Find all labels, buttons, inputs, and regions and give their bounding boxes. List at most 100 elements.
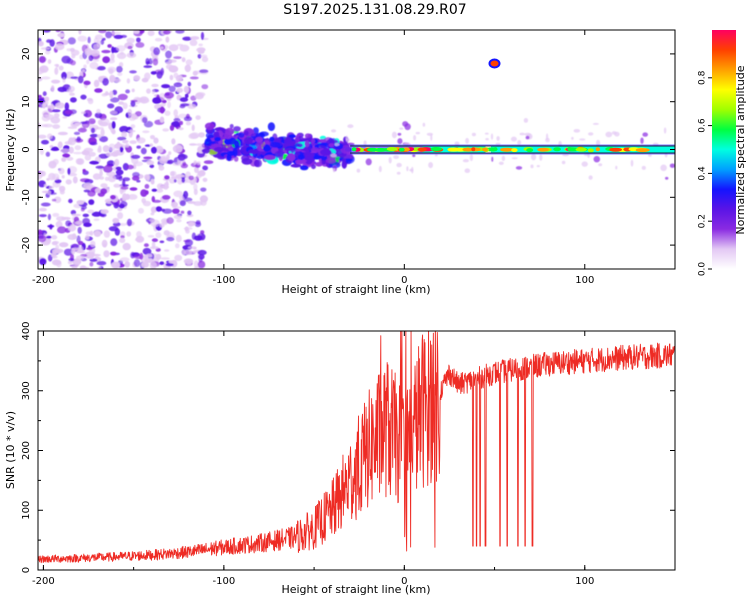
noise-blob xyxy=(89,262,93,267)
noise-blob xyxy=(119,238,125,243)
noise-blob xyxy=(134,259,141,267)
faint-dot xyxy=(357,169,361,173)
noise-blob xyxy=(131,101,136,107)
noise-blob xyxy=(44,97,49,102)
noise-blob xyxy=(71,54,75,58)
noise-blob xyxy=(185,65,191,73)
noise-blob xyxy=(62,116,67,118)
y-tick-label: 0 xyxy=(21,567,32,573)
noise-blob xyxy=(78,246,84,252)
noise-blob xyxy=(110,117,118,120)
noise-blob xyxy=(198,261,206,269)
noise-blob xyxy=(160,241,165,244)
y-tick-label: 100 xyxy=(21,501,32,520)
cluster-blob xyxy=(311,139,315,144)
faint-dot xyxy=(640,138,643,144)
cluster-blob xyxy=(268,122,275,131)
noise-blob xyxy=(78,76,84,84)
noise-blob xyxy=(173,191,183,198)
colorbar-tick-label: 0.8 xyxy=(698,70,708,85)
noise-blob xyxy=(181,211,185,214)
cluster-blob xyxy=(320,143,328,146)
faint-dot xyxy=(428,162,433,168)
y-tick-label: 10 xyxy=(21,95,32,108)
noise-blob xyxy=(88,118,95,124)
noise-blob xyxy=(121,186,129,190)
cluster-blob xyxy=(248,149,259,154)
noise-blob xyxy=(109,144,116,151)
carrier-segment xyxy=(511,148,517,152)
faint-dot xyxy=(485,138,489,140)
noise-blob xyxy=(165,263,173,266)
noise-blob xyxy=(132,89,135,93)
faint-dot xyxy=(346,136,348,141)
cluster-blob xyxy=(311,165,316,170)
noise-blob xyxy=(111,46,114,53)
noise-blob xyxy=(90,241,95,248)
cluster-blob xyxy=(233,126,241,132)
noise-blob xyxy=(145,190,149,195)
noise-blob xyxy=(94,218,100,221)
faint-dot xyxy=(574,129,581,133)
noise-blob xyxy=(182,250,186,256)
noise-blob xyxy=(99,122,109,127)
noise-blob xyxy=(103,165,113,172)
noise-blob xyxy=(136,38,141,43)
noise-blob xyxy=(153,47,160,55)
noise-blob xyxy=(51,85,55,92)
faint-dot xyxy=(537,165,540,167)
noise-blob xyxy=(173,145,183,153)
noise-blob xyxy=(57,33,65,37)
noise-blob xyxy=(175,243,180,248)
noise-blob xyxy=(176,235,182,243)
noise-blob xyxy=(87,210,94,214)
noise-blob xyxy=(126,231,131,236)
noise-blob xyxy=(130,140,137,144)
cluster-blob xyxy=(244,131,249,136)
cluster-blob xyxy=(238,132,244,137)
snr-panel: -200 -100 0 1000100200300400 Height of stra… xyxy=(4,319,675,596)
noise-blob xyxy=(196,48,205,52)
noise-blob xyxy=(169,86,176,92)
noise-blob xyxy=(147,160,155,165)
noise-blob xyxy=(130,187,138,190)
noise-blob xyxy=(94,88,102,93)
noise-blob xyxy=(174,73,179,79)
noise-blob xyxy=(82,69,86,72)
faint-dot xyxy=(545,138,550,143)
noise-blob xyxy=(93,59,100,61)
cluster-blob xyxy=(275,151,284,157)
cluster-blob xyxy=(241,155,249,162)
noise-blob xyxy=(174,255,182,261)
noise-blob xyxy=(51,235,57,239)
noise-blob xyxy=(40,124,48,127)
noise-blob xyxy=(65,220,71,227)
noise-blob xyxy=(60,149,70,153)
noise-blob xyxy=(62,175,65,178)
noise-blob xyxy=(70,76,78,79)
noise-blob xyxy=(144,243,149,247)
noise-blob xyxy=(105,31,112,38)
noise-blob xyxy=(110,195,116,200)
faint-dot xyxy=(398,133,402,136)
noise-blob xyxy=(101,209,109,214)
noise-blob xyxy=(58,132,68,136)
noise-blob xyxy=(113,160,118,166)
noise-blob xyxy=(178,153,186,161)
figure: S197.2025.131.08.29.R07 -200 -100 0 100-20-… xyxy=(0,0,750,600)
faint-dot xyxy=(379,166,382,172)
noise-blob xyxy=(51,80,60,84)
noise-blob xyxy=(164,230,170,235)
noise-blob xyxy=(97,66,106,70)
noise-blob xyxy=(42,115,50,122)
cluster-blob xyxy=(289,134,296,138)
noise-blob xyxy=(127,219,132,227)
noise-blob xyxy=(70,60,76,65)
noise-blob xyxy=(53,159,59,165)
noise-blob xyxy=(189,143,197,146)
noise-blob xyxy=(78,36,88,42)
faint-dot xyxy=(605,132,612,138)
noise-blob xyxy=(122,193,127,201)
faint-dot xyxy=(412,154,415,157)
noise-blob xyxy=(46,39,52,43)
